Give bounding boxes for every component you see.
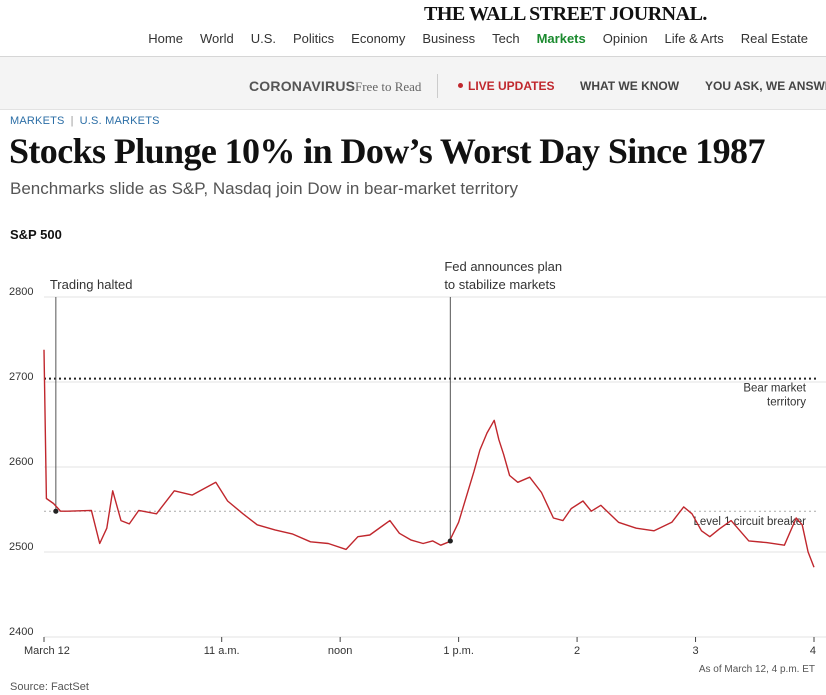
x-tick-label: 11 a.m.: [204, 645, 240, 657]
coronavirus-bar: CORONAVIRUS Free to Read LIVE UPDATES WH…: [0, 57, 826, 110]
chart-title: S&P 500: [10, 227, 62, 242]
annotation-label: Fed announces plan: [444, 259, 562, 274]
free-to-read-label: Free to Read: [355, 79, 422, 94]
x-tick-label: 3: [692, 645, 698, 657]
divider: [437, 74, 438, 98]
nav-home[interactable]: Home: [148, 31, 183, 46]
y-tick-label: 2500: [9, 541, 33, 553]
bear-market-label: Bear market: [743, 383, 806, 395]
x-tick-label: noon: [328, 645, 352, 657]
nav-business[interactable]: Business: [422, 31, 476, 46]
breadcrumb: MARKETS | U.S. MARKETS: [10, 115, 160, 127]
circuit-breaker-label: Level 1 circuit breaker: [694, 516, 807, 528]
x-tick-label: 2: [574, 645, 580, 657]
nav-politics[interactable]: Politics: [292, 31, 335, 46]
breadcrumb-markets[interactable]: MARKETS: [10, 115, 65, 127]
y-axis-labels: 2400 2500 2600 2700 2800: [9, 286, 33, 638]
bear-market-label: territory: [767, 397, 806, 409]
annotation-markers: [53, 508, 453, 544]
nav-world[interactable]: World: [199, 31, 234, 46]
x-axis: March 12 11 a.m. noon 1 p.m. 2 3 4: [24, 637, 816, 657]
annotation-marker: [447, 538, 453, 544]
headline: Stocks Plunge 10% in Dow’s Worst Day Sin…: [9, 131, 765, 171]
breadcrumb-us-markets[interactable]: U.S. MARKETS: [79, 115, 160, 127]
y-tick-label: 2800: [9, 286, 33, 298]
live-updates-label: LIVE UPDATES: [468, 79, 555, 93]
you-ask-link[interactable]: YOU ASK, WE ANSWER: [705, 79, 826, 93]
wsj-logo[interactable]: THE WALL STREET JOURNAL.: [424, 3, 707, 25]
nav-economy[interactable]: Economy: [351, 31, 406, 46]
sp500-chart: 2400 2500 2600 2700 2800 Bear market territor…: [9, 259, 826, 657]
annotation-label: Trading halted: [50, 277, 133, 292]
what-we-know-link[interactable]: WHAT WE KNOW: [580, 79, 680, 93]
annotations: Trading halted Fed announces plan to stabi…: [50, 259, 562, 541]
annotation-label: to stabilize markets: [444, 277, 556, 292]
y-tick-label: 2700: [9, 371, 33, 383]
coronavirus-link[interactable]: CORONAVIRUS: [249, 78, 356, 94]
nav-markets[interactable]: Markets: [536, 31, 586, 46]
reference-lines: Bear market territory Level 1 circuit brea…: [44, 377, 816, 528]
nav-life-arts[interactable]: Life & Arts: [664, 31, 724, 46]
nav-real-estate[interactable]: Real Estate: [740, 31, 808, 46]
sp500-line: [43, 349, 815, 568]
x-tick-label: 1 p.m.: [443, 645, 474, 657]
main-nav: Home World U.S. Politics Economy Busines…: [131, 31, 808, 46]
masthead: THE WALL STREET JOURNAL. Home World U.S.…: [0, 0, 826, 57]
subheadline: Benchmarks slide as S&P, Nasdaq join Dow…: [10, 179, 519, 198]
source-note: Source: FactSet: [10, 681, 89, 693]
live-updates-link[interactable]: LIVE UPDATES: [458, 79, 554, 93]
breadcrumb-separator: |: [70, 115, 74, 127]
as-of-note: As of March 12, 4 p.m. ET: [698, 664, 815, 675]
x-tick-label: March 12: [24, 645, 70, 657]
y-tick-label: 2600: [9, 456, 33, 468]
x-tick-label: 4: [810, 645, 816, 657]
nav-us[interactable]: U.S.: [250, 31, 276, 46]
live-dot-icon: [458, 83, 463, 89]
y-tick-label: 2400: [9, 626, 33, 638]
gridlines: [44, 296, 826, 638]
annotation-marker: [53, 508, 59, 514]
nav-opinion[interactable]: Opinion: [602, 31, 648, 46]
nav-tech[interactable]: Tech: [492, 31, 520, 46]
